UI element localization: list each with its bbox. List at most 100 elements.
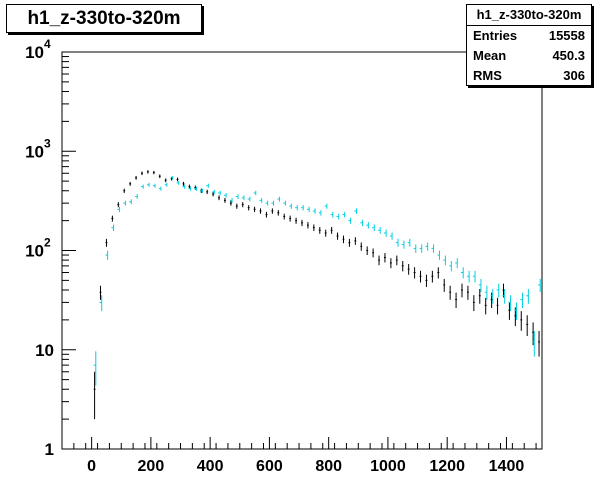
- data-point: [490, 289, 494, 304]
- data-point: [229, 198, 233, 203]
- data-point: [259, 198, 263, 203]
- data-point: [449, 261, 452, 272]
- data-point: [141, 184, 144, 189]
- data-point: [265, 211, 268, 218]
- data-point: [135, 194, 138, 199]
- data-point: [117, 206, 120, 213]
- data-point: [306, 206, 310, 213]
- data-point: [366, 246, 369, 256]
- data-point: [490, 292, 493, 308]
- data-point: [152, 170, 155, 175]
- data-point: [289, 215, 292, 222]
- data-point: [384, 253, 386, 263]
- data-point: [229, 200, 232, 206]
- data-point: [330, 226, 333, 234]
- data-point: [93, 371, 96, 420]
- data-point: [253, 190, 257, 196]
- data-point: [277, 196, 280, 202]
- data-point: [194, 186, 198, 191]
- data-point: [146, 182, 150, 187]
- data-point: [324, 229, 327, 237]
- data-point: [265, 200, 269, 206]
- data-point: [466, 285, 469, 300]
- data-point: [277, 210, 280, 216]
- data-point: [188, 186, 192, 191]
- stats-label-rms: RMS: [473, 68, 502, 83]
- data-point: [301, 205, 304, 211]
- data-point: [295, 205, 298, 211]
- data-point: [324, 203, 328, 209]
- histogram-title: h1_z-330to-320m: [27, 7, 181, 29]
- data-point: [437, 267, 440, 279]
- stats-value-entries: 15558: [548, 28, 585, 43]
- data-point: [206, 189, 209, 195]
- data-point: [176, 177, 179, 182]
- data-point: [472, 270, 476, 283]
- data-point: [419, 244, 423, 253]
- data-point: [164, 178, 167, 183]
- data-point: [472, 295, 475, 312]
- data-point: [289, 203, 292, 209]
- data-point: [526, 289, 529, 304]
- data-point: [241, 202, 244, 208]
- data-point: [99, 285, 102, 300]
- data-point: [176, 180, 180, 185]
- data-point: [484, 285, 488, 300]
- data-point: [247, 196, 251, 202]
- data-point: [443, 278, 446, 292]
- stats-row-mean: Mean 450.3: [473, 46, 585, 66]
- series-1: [93, 175, 541, 386]
- x-tick-label: 1200: [429, 458, 465, 475]
- data-point: [218, 195, 220, 201]
- data-point: [425, 274, 428, 287]
- data-point: [188, 184, 191, 189]
- histogram-title-box: h1_z-330to-320m: [6, 4, 202, 33]
- data-point: [389, 258, 392, 269]
- data-point: [401, 240, 405, 249]
- data-point: [437, 250, 440, 260]
- data-point: [425, 242, 429, 251]
- data-point: [514, 302, 518, 320]
- stats-label-entries: Entries: [473, 28, 518, 43]
- data-point: [182, 181, 185, 186]
- data-point: [301, 219, 303, 227]
- data-point: [312, 224, 315, 232]
- data-point: [129, 181, 132, 186]
- data-point: [235, 203, 238, 209]
- data-point: [538, 278, 541, 292]
- data-point: [466, 270, 470, 283]
- data-point: [407, 238, 411, 247]
- data-point: [455, 292, 458, 308]
- data-point: [342, 211, 346, 218]
- data-point: [158, 174, 161, 179]
- data-point: [164, 182, 168, 187]
- data-point: [212, 191, 215, 197]
- data-point: [508, 295, 512, 312]
- data-point: [295, 217, 298, 224]
- data-point: [532, 322, 535, 346]
- y-tick-label: 10: [35, 341, 54, 360]
- data-point: [401, 261, 404, 272]
- data-point: [283, 200, 286, 206]
- data-point: [431, 244, 435, 253]
- data-point: [413, 267, 416, 279]
- y-tick-exponent: 3: [44, 136, 51, 150]
- data-point: [354, 237, 357, 245]
- data-point: [372, 248, 375, 258]
- data-point: [360, 242, 363, 251]
- data-point: [354, 208, 358, 214]
- data-point: [484, 297, 487, 315]
- data-point: [93, 351, 97, 386]
- y-tick-label: 1: [45, 440, 54, 459]
- data-point: [182, 184, 186, 189]
- stats-value-rms: 306: [563, 68, 585, 83]
- y-tick-exponent: 4: [44, 37, 51, 51]
- data-point: [247, 205, 250, 211]
- data-point: [99, 295, 103, 312]
- data-point: [496, 297, 499, 315]
- data-point: [395, 238, 399, 247]
- data-point: [342, 235, 345, 244]
- data-point: [336, 213, 340, 220]
- data-point: [532, 330, 535, 357]
